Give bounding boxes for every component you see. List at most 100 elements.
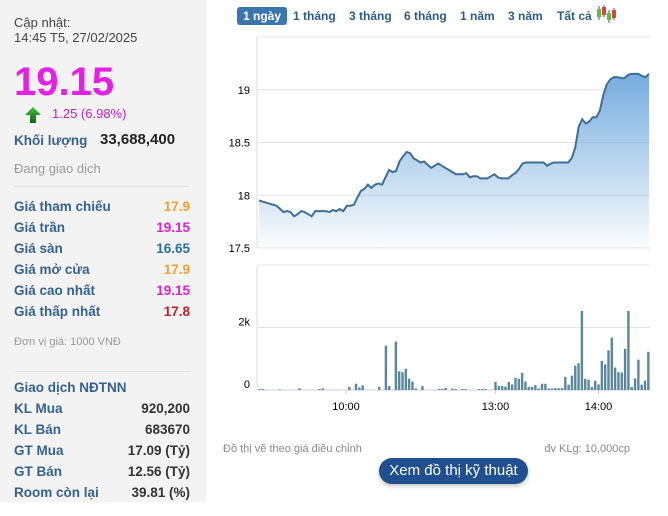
volume-bar	[494, 381, 497, 390]
chart-note: Đồ thị vẽ theo giá điều chỉnh	[223, 443, 362, 455]
price-line	[258, 72, 650, 218]
foreign-row-value: 683670	[144, 422, 190, 437]
volume-bar	[630, 386, 633, 390]
volume-bar	[421, 385, 424, 390]
volume-bar	[298, 388, 301, 390]
volume-bar	[613, 367, 617, 390]
volume-bar	[278, 389, 281, 390]
volume-bar	[527, 386, 530, 390]
volume-bar	[617, 372, 620, 390]
foreign-row-label: KL Bán	[14, 422, 62, 437]
price-row-label: Giá cao nhất	[14, 283, 96, 298]
price-row-label: Giá sàn	[14, 241, 63, 256]
volume-bar	[258, 389, 261, 390]
volume-bar	[574, 365, 577, 390]
volume-bar	[623, 348, 627, 390]
volume-bar	[593, 380, 597, 390]
volume-bar	[514, 377, 517, 390]
foreign-row-label: GT Bán	[14, 464, 63, 479]
price-row-value: 16.65	[156, 241, 190, 256]
volume-bar	[407, 378, 411, 390]
price-tick-label: 17.5	[229, 243, 250, 255]
divider	[14, 186, 190, 187]
volume-bar	[411, 381, 414, 390]
volume-bar	[647, 351, 650, 390]
volume-bar	[637, 359, 640, 390]
volume-bar	[454, 389, 457, 390]
trading-status: Đang giao dịch	[14, 161, 101, 176]
volume-bar	[354, 383, 358, 390]
volume-bar	[437, 389, 441, 390]
price-tick-label: 19	[238, 85, 250, 97]
volume-bar	[547, 388, 550, 390]
volume-bar	[643, 380, 647, 390]
volume-bar	[590, 386, 594, 390]
tab-period[interactable]: 6 tháng	[404, 9, 447, 23]
volume-tick-label: 2k	[238, 317, 250, 329]
foreign-row-label: Room còn lại	[14, 485, 99, 500]
volume-bar	[414, 388, 417, 390]
price-row-value: 17.9	[163, 262, 190, 277]
price-row-value: 19.15	[156, 283, 190, 298]
volume-label: Khối lượng	[14, 133, 88, 148]
tab-period[interactable]: Tất cả	[557, 9, 592, 23]
volume-bar	[557, 388, 560, 390]
volume-tick-label: 0	[244, 379, 250, 391]
volume-bar	[497, 385, 501, 390]
foreign-row-value: 920,200	[141, 401, 190, 416]
price-row-label: Giá mở cửa	[14, 262, 90, 277]
volume-bar	[554, 388, 557, 390]
stock-summary-panel: Cập nhật: 14:45 T5, 27/02/2025 19.15 1.2…	[0, 0, 206, 502]
price-change: 1.25 (6.98%)	[52, 106, 127, 121]
x-tick-label: 14:00	[585, 401, 613, 413]
volume-bar	[384, 345, 388, 390]
intraday-chart: 17.5 18 18.5 19 0 2k 10:00 13:00 14:00	[229, 36, 650, 413]
update-time: 14:45 T5, 27/02/2025	[14, 30, 138, 45]
price-row-value: 17.9	[163, 199, 190, 214]
foreign-row-label: KL Mua	[14, 401, 63, 416]
volume-bar	[564, 376, 567, 390]
volume-bar	[261, 389, 265, 390]
volume-bar	[520, 372, 524, 390]
x-tick-label: 13:00	[482, 401, 510, 413]
volume-bar	[524, 381, 527, 390]
tab-period[interactable]: 3 tháng	[349, 9, 392, 23]
volume-bar	[544, 383, 547, 390]
volume-bar	[603, 364, 607, 390]
volume-bar	[510, 384, 514, 390]
current-price: 19.15	[14, 60, 115, 104]
volume-bar	[633, 378, 637, 390]
arrow-up-icon	[25, 107, 41, 123]
tab-period[interactable]: 1 ngày	[237, 7, 288, 25]
foreign-trade-title: Giao dịch NĐTNN	[14, 380, 127, 395]
volume-bar	[610, 337, 613, 390]
update-label: Cập nhật:	[14, 15, 71, 30]
volume-bar	[477, 389, 481, 390]
volume-bar	[600, 360, 604, 390]
x-tick-label: 10:00	[332, 401, 360, 413]
volume-bar	[451, 388, 454, 390]
volume-bar	[607, 350, 610, 390]
volume-bar	[321, 388, 324, 390]
volume-bar	[401, 372, 404, 390]
volume-bar	[640, 384, 643, 390]
tab-period[interactable]: 3 năm	[508, 9, 543, 23]
volume-bar	[348, 386, 351, 390]
technical-chart-button[interactable]: Xem đồ thị kỹ thuật	[379, 458, 528, 484]
tab-period[interactable]: 1 tháng	[293, 9, 336, 23]
volume-bar	[394, 341, 398, 390]
volume-bar	[461, 389, 464, 390]
volume-bar	[318, 389, 321, 390]
volume-bar	[481, 389, 484, 390]
volume-bar	[587, 379, 590, 390]
price-row-label: Giá thấp nhất	[14, 304, 101, 319]
volume-bar	[627, 310, 630, 390]
price-tick-label: 18	[238, 190, 250, 202]
volume-bar	[534, 385, 537, 390]
foreign-row-value: 17.09 (Tỷ)	[127, 443, 190, 458]
tab-period[interactable]: 1 năm	[460, 9, 495, 23]
volume-bar	[404, 368, 408, 390]
volume-bar	[567, 384, 570, 390]
candlestick-icon[interactable]	[596, 4, 618, 24]
volume-bar	[504, 386, 507, 390]
